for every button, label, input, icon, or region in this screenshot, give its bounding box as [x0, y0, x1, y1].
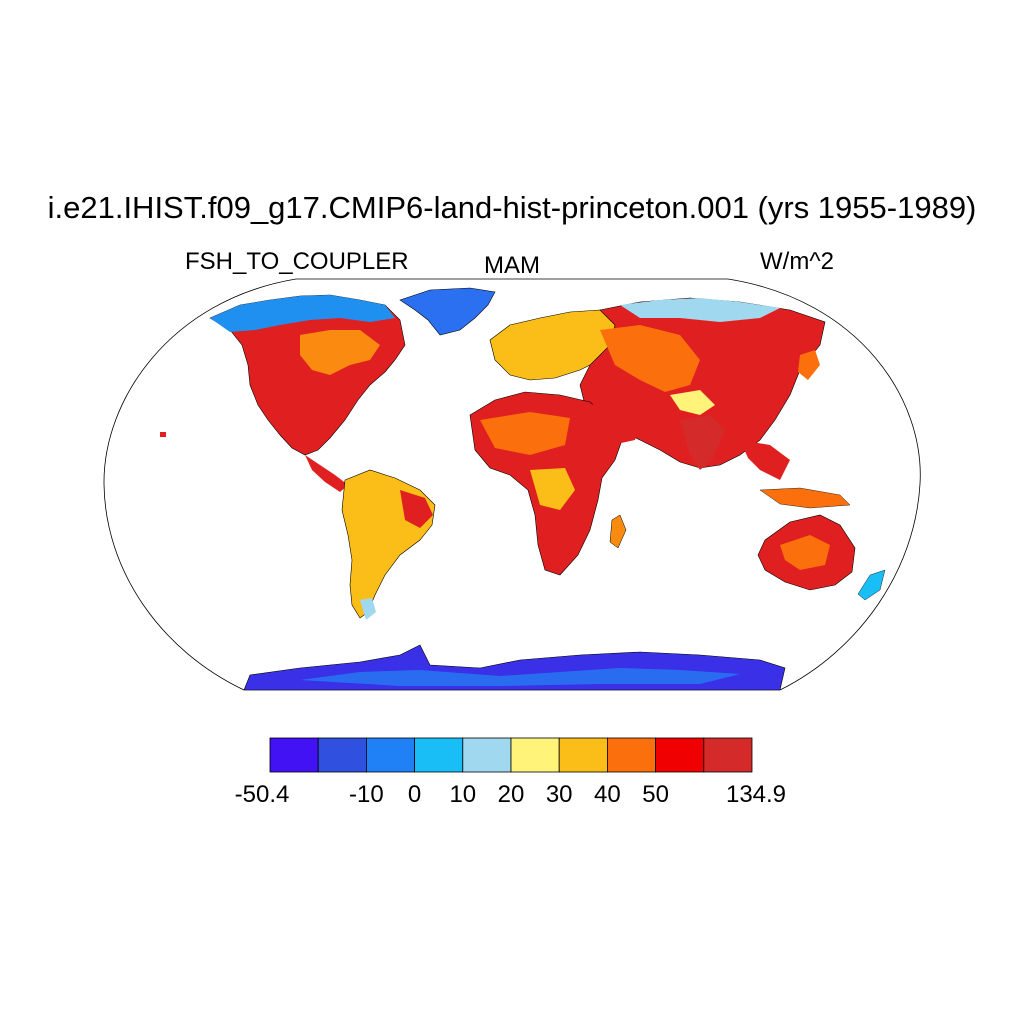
canada-north-region — [210, 295, 395, 332]
india-region — [680, 415, 725, 470]
map-title: i.e21.IHIST.f09_g17.CMIP6-land-hist-prin… — [47, 190, 977, 225]
hawaii-region — [160, 432, 166, 437]
colorbar-tick-label: 30 — [545, 781, 573, 808]
greenland-region — [399, 287, 496, 336]
japan-region — [798, 350, 820, 380]
arabia-region — [590, 400, 640, 445]
variable-label: FSH_TO_COUPLER — [185, 248, 409, 275]
colorbar-tick-label: 50 — [642, 781, 669, 808]
colorbar-tick-label: 134.9 — [725, 781, 787, 808]
colorbar-swatch — [462, 737, 512, 773]
southeast-asia-region — [740, 440, 790, 480]
colorbar-tick-label: -50.4 — [234, 781, 290, 808]
colorbar-swatch — [655, 737, 705, 773]
colorbar-swatch — [317, 737, 367, 773]
siberia-region — [620, 298, 780, 322]
central-asia-orange — [600, 325, 700, 392]
australia-interior-orange — [780, 535, 830, 570]
central-africa-orange — [530, 468, 575, 510]
colorbar-tick-label: -10 — [349, 781, 384, 808]
colorbar-swatch — [510, 737, 560, 773]
season-label: MAM — [484, 252, 540, 279]
patagonia-region — [360, 598, 376, 620]
units-label: W/m^2 — [760, 248, 834, 275]
colorbar-swatch — [269, 737, 319, 773]
colorbar-tick-label: 0 — [407, 781, 422, 808]
colorbar-swatch — [365, 737, 415, 773]
colorbar-swatch — [607, 737, 657, 773]
sahara-orange — [480, 412, 570, 455]
colorbar-swatch — [703, 737, 753, 773]
antarctica-inner — [300, 668, 740, 686]
tibet-region — [670, 390, 715, 415]
colorbar-tick-label: 10 — [449, 781, 477, 808]
north-america-east-orange — [300, 330, 380, 375]
central-america-region — [305, 455, 348, 492]
madagascar-region — [609, 514, 627, 549]
indonesia-region — [759, 487, 851, 509]
colorbar-tick-label: 40 — [594, 781, 621, 808]
new-zealand-region — [857, 569, 886, 601]
south-america-red-patch — [400, 490, 433, 528]
colorbar-swatch — [558, 737, 608, 773]
colorbar-tick-label: 20 — [497, 781, 525, 808]
colorbar-swatch — [414, 737, 464, 773]
